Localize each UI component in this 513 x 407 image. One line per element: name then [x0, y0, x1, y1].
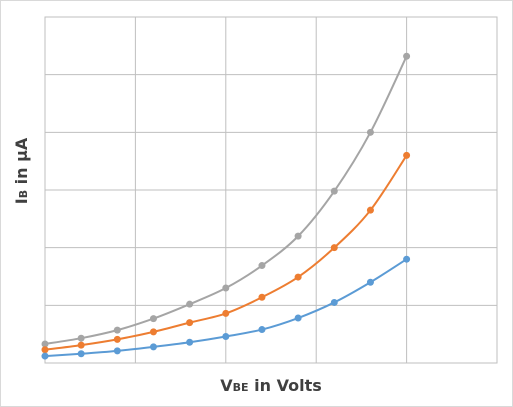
data-point [294, 232, 302, 240]
data-point [149, 343, 157, 351]
data-point [186, 300, 194, 308]
data-point [41, 340, 49, 348]
y-axis-title-subscript: B [17, 190, 30, 198]
data-point [113, 347, 121, 355]
data-point [77, 350, 85, 358]
data-point [149, 315, 157, 323]
data-point [77, 334, 85, 342]
data-point [222, 284, 230, 292]
data-point [149, 328, 157, 336]
y-axis-title-main: I [12, 198, 31, 204]
data-point [330, 298, 338, 306]
x-axis-title: VBE in Volts [220, 376, 321, 395]
data-point [113, 326, 121, 334]
y-axis-title-rest: in μA [12, 137, 31, 190]
x-axis-title-rest: in Volts [249, 376, 322, 395]
y-axis-title: IB in μA [12, 137, 31, 204]
data-point [222, 309, 230, 317]
data-point [186, 319, 194, 327]
data-point [222, 332, 230, 340]
series-2 [41, 151, 411, 354]
gridlines [45, 17, 497, 363]
data-point [403, 255, 411, 263]
x-axis-title-subscript: BE [233, 381, 249, 394]
data-point [77, 341, 85, 349]
data-point [258, 326, 266, 334]
data-point [186, 338, 194, 346]
x-axis-title-main: V [220, 376, 233, 395]
data-point [403, 151, 411, 159]
data-point [41, 352, 49, 360]
series-1 [41, 52, 411, 348]
data-point [330, 187, 338, 195]
data-point [330, 244, 338, 252]
series-3 [41, 255, 411, 360]
data-point [366, 206, 374, 214]
data-point [366, 278, 374, 286]
data-point [41, 346, 49, 354]
data-point [113, 335, 121, 343]
data-point [366, 128, 374, 136]
data-point [258, 262, 266, 270]
series-layer [41, 52, 411, 360]
data-point [294, 273, 302, 281]
data-point [403, 52, 411, 60]
data-point [294, 314, 302, 322]
data-point [258, 293, 266, 301]
